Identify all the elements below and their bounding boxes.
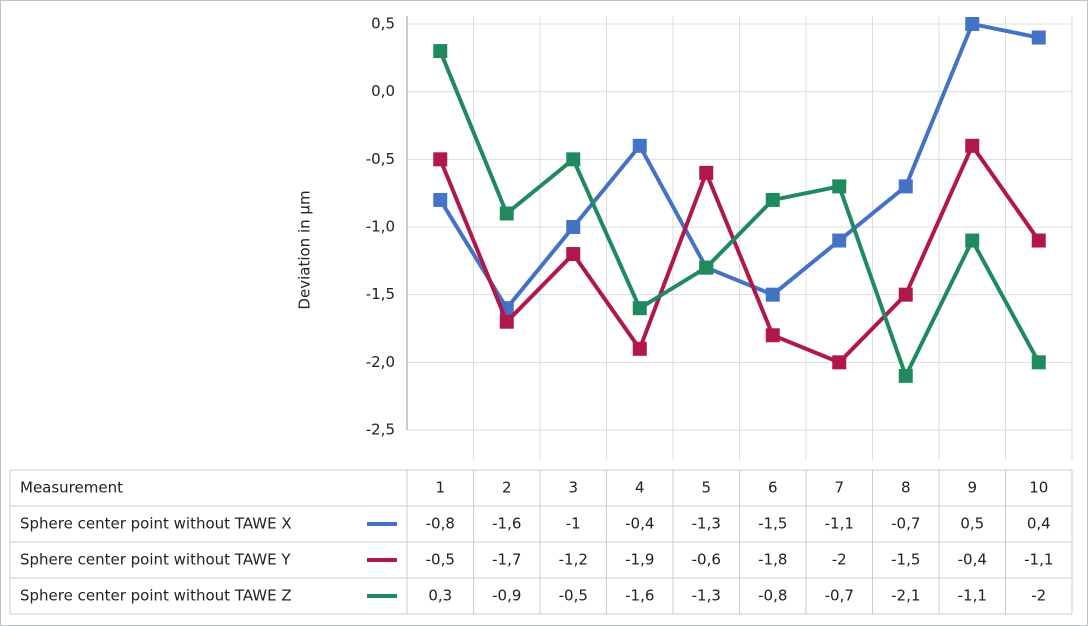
marker — [566, 220, 581, 234]
x-tick-label: 2 — [502, 479, 512, 497]
x-tick-label: 9 — [967, 479, 977, 497]
table-cell: -1,3 — [692, 515, 721, 533]
y-tick-label: -2,5 — [366, 421, 395, 439]
table-cell: -2 — [1031, 587, 1046, 605]
y-axis-label: Deviation in µm — [296, 190, 314, 309]
marker — [898, 287, 913, 302]
x-tick-label: 6 — [768, 479, 778, 497]
y-tick-label: -0,5 — [366, 150, 395, 168]
marker — [1031, 355, 1046, 370]
table-cell: -0,4 — [625, 515, 654, 533]
table-cell: -2,1 — [891, 587, 920, 605]
y-tick-label: -1,5 — [366, 285, 395, 303]
x-tick-label: 7 — [834, 479, 844, 497]
marker — [832, 355, 847, 370]
table-cell: -1,3 — [692, 587, 721, 605]
table-cell: -1,5 — [891, 551, 920, 569]
marker — [566, 152, 581, 167]
table-cell: -1,1 — [1024, 551, 1053, 569]
table-cell: -0,5 — [559, 587, 588, 605]
marker — [632, 138, 647, 153]
marker — [632, 341, 647, 356]
table-cell: -1,2 — [559, 551, 588, 569]
marker — [832, 179, 847, 194]
marker — [699, 165, 714, 180]
table-cell: -0,6 — [692, 551, 721, 569]
y-tick-label: 0,5 — [371, 15, 395, 33]
x-tick-label: 1 — [435, 479, 445, 497]
legend-label: Sphere center point without TAWE Y — [20, 551, 291, 569]
table-cell: -1,1 — [958, 587, 987, 605]
y-tick-label: 0,0 — [371, 82, 395, 100]
marker — [965, 233, 980, 248]
table-cell: -0,4 — [958, 551, 987, 569]
table-cell: -0,8 — [758, 587, 787, 605]
table-cell: -1,1 — [825, 515, 854, 533]
table-cell: -1,5 — [758, 515, 787, 533]
table-cell: -0,8 — [426, 515, 455, 533]
marker — [433, 152, 448, 167]
table-cell: -1,6 — [625, 587, 654, 605]
marker — [965, 17, 980, 31]
table-cell: 0,3 — [428, 587, 452, 605]
table-cell: -1,8 — [758, 551, 787, 569]
marker — [1031, 233, 1046, 248]
series-line — [438, 21, 1040, 312]
table-cell: -1,7 — [492, 551, 521, 569]
table-cell: -0,7 — [825, 587, 854, 605]
x-tick-label: 10 — [1029, 479, 1048, 497]
marker — [566, 247, 581, 262]
legend-label: Sphere center point without TAWE Z — [20, 587, 292, 605]
marker — [898, 368, 913, 383]
marker — [632, 301, 647, 316]
marker — [765, 287, 780, 302]
marker — [433, 192, 448, 207]
marker — [433, 44, 448, 59]
y-tick-label: -2,0 — [366, 353, 395, 371]
marker — [965, 138, 980, 153]
table-cell: -0,5 — [426, 551, 455, 569]
marker — [699, 260, 714, 275]
series-line — [438, 50, 1041, 382]
x-tick-label: 5 — [701, 479, 711, 497]
table-cell: -1 — [566, 515, 581, 533]
marker — [499, 206, 514, 221]
table-header: Measurement — [20, 479, 123, 497]
x-tick-label: 3 — [568, 479, 578, 497]
x-tick-label: 4 — [635, 479, 645, 497]
y-tick-label: -1,0 — [366, 218, 395, 236]
marker — [1031, 30, 1046, 45]
table-cell: -1,9 — [625, 551, 654, 569]
table-cell: -1,6 — [492, 515, 521, 533]
table-cell: -0,9 — [492, 587, 521, 605]
legend-label: Sphere center point without TAWE X — [20, 515, 292, 533]
table-cell: 0,5 — [960, 515, 984, 533]
table-cell: 0,4 — [1027, 515, 1051, 533]
table-cell: -0,7 — [891, 515, 920, 533]
marker — [765, 192, 780, 207]
marker — [499, 314, 514, 329]
series-line — [438, 141, 1041, 365]
marker — [765, 328, 780, 343]
x-tick-label: 8 — [901, 479, 911, 497]
table-cell: -2 — [832, 551, 847, 569]
marker — [832, 233, 847, 248]
marker — [898, 179, 913, 194]
